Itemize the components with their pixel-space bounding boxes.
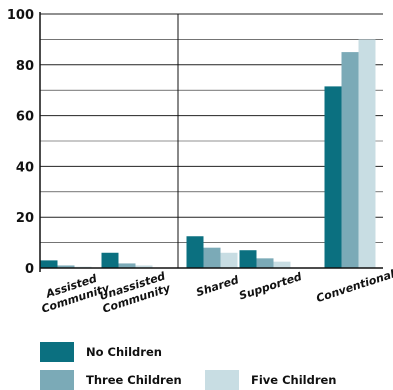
x-tick-label: Shared [194,273,240,299]
gridlines [40,13,383,243]
x-tick-label-group: Supported [237,270,303,303]
bar [57,265,75,268]
x-tick-label: Supported [237,270,303,303]
bar [118,263,136,268]
bar [273,261,291,268]
x-tick-label: Conventional [315,267,393,305]
bars [40,39,376,269]
bar [324,86,342,268]
bar [358,39,376,269]
x-tick-label-group: Conventional [315,267,393,305]
y-tick-label: 100 [7,8,34,23]
bar [101,252,119,268]
bar [186,236,204,268]
y-tick-label: 40 [16,160,34,175]
bar [341,52,359,268]
bar [239,250,257,268]
y-tick-label: 80 [16,59,34,74]
bar [256,258,274,268]
bar [135,265,153,268]
bar [40,260,58,268]
y-tick-label: 60 [16,110,34,125]
x-tick-label-group: Shared [194,273,240,299]
bar [203,247,221,268]
bar [220,252,238,268]
y-tick-label: 20 [16,211,34,226]
y-tick-label: 0 [25,262,34,277]
axes [39,12,383,272]
y-tick-labels: 0 20 40 60 80 100 [7,8,34,277]
